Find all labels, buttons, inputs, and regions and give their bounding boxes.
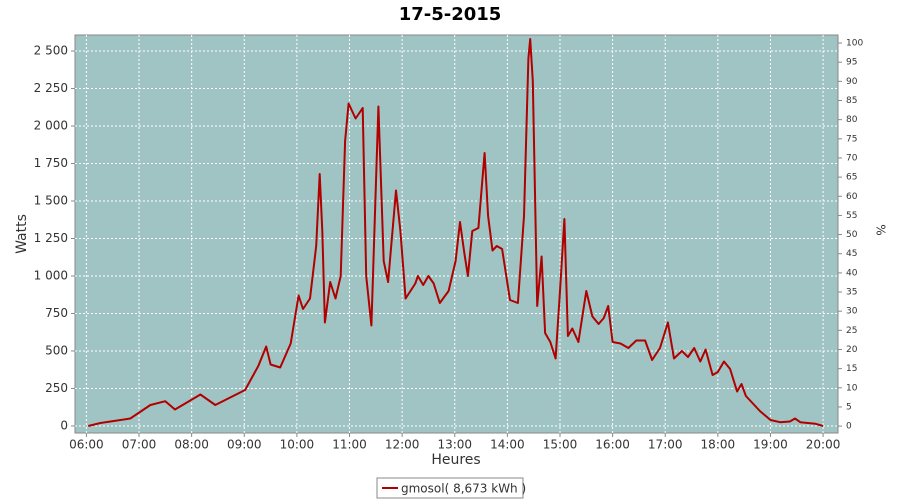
y2-tick-label: 40 [846,268,858,278]
y2-axis-label: % [874,224,888,235]
x-tick-label: 17:00 [648,438,683,452]
plot-area [74,34,839,434]
x-tick-label: 20:00 [806,438,841,452]
y2-tick-label: 30 [846,307,858,317]
y-tick-label: 1 000 [34,268,68,282]
y2-tick-label: 85 [846,96,857,106]
y2-tick-label: 20 [846,345,858,355]
x-tick-label: 06:00 [69,438,104,452]
chart-title: 17-5-2015 [399,4,502,25]
y2-tick-label: 65 [846,173,857,183]
series-line [87,38,824,427]
y-tick-label: 2 500 [34,44,68,58]
x-tick-label: 09:00 [227,438,262,452]
legend-box [376,477,524,499]
y2-tick-label: 55 [846,211,857,221]
x-tick-label: 12:00 [385,438,420,452]
y-tick-label: 500 [45,343,68,357]
y2-tick-label: 0 [846,422,852,432]
y-tick-label: 0 [60,418,68,432]
y2-tick-label: 100 [846,39,863,49]
x-tick-label: 18:00 [701,438,736,452]
x-tick-label: 15:00 [543,438,578,452]
y-tick-label: 2 250 [34,81,68,95]
y2-tick-label: 95 [846,58,857,68]
y-tick-label: 1 750 [34,156,68,170]
y2-tick-label: 75 [846,134,857,144]
x-axis-label: Heures [431,452,480,468]
y2-tick-label: 45 [846,249,857,259]
y2-tick-label: 25 [846,326,857,336]
y-axis-label: Watts [14,214,30,254]
y-tick-label: 2 000 [34,119,68,133]
x-tick-label: 07:00 [122,438,157,452]
x-tick-label: 11:00 [332,438,367,452]
x-tick-label: 08:00 [174,438,209,452]
y-tick-label: 1 500 [34,194,68,208]
y2-tick-label: 90 [846,77,858,87]
y-tick-label: 1 250 [34,231,68,245]
y2-tick-label: 35 [846,288,857,298]
y2-tick-label: 15 [846,364,857,374]
x-tick-label: 10:00 [280,438,315,452]
y-tick-label: 250 [45,381,68,395]
y2-tick-label: 10 [846,383,858,393]
x-tick-label: 13:00 [437,438,472,452]
x-tick-label: 19:00 [753,438,788,452]
y2-tick-label: 70 [846,153,858,163]
y-tick-label: 750 [45,306,68,320]
x-tick-label: 14:00 [490,438,525,452]
y2-tick-label: 80 [846,115,858,125]
y2-tick-label: 50 [846,230,858,240]
y2-tick-label: 5 [846,402,852,412]
x-tick-label: 16:00 [595,438,630,452]
legend-label: gmosol( 8,673 kWh ) [401,482,526,496]
y2-tick-label: 60 [846,192,858,202]
